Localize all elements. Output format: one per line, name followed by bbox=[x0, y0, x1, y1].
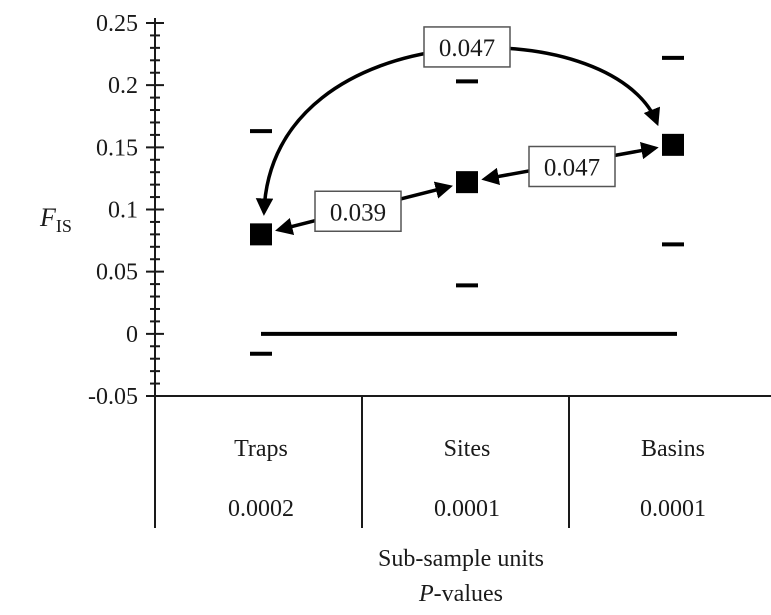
marks-layer bbox=[250, 55, 684, 356]
x-axis-label-line2-rest: -values bbox=[434, 581, 503, 607]
p-value-label: 0.0002 bbox=[228, 496, 294, 522]
x-category-label: Basins bbox=[641, 436, 705, 462]
mean-marker bbox=[250, 223, 272, 246]
annotation-layer: 0.047 0.039 0.047 bbox=[314, 26, 616, 233]
x-axis-label-line1: Sub-sample units bbox=[378, 546, 544, 572]
annotation-label: 0.039 bbox=[330, 199, 386, 226]
axes-layer: -0.05 0 0.05 0.1 0.15 0.2 0.25 Traps 0.0002 Sites… bbox=[88, 11, 771, 528]
y-tick-label: 0.15 bbox=[96, 135, 138, 161]
y-tick-label: 0 bbox=[126, 322, 138, 348]
y-axis-label-main: F bbox=[39, 203, 57, 232]
annotation-label: 0.047 bbox=[439, 35, 495, 62]
annotation-box bbox=[314, 190, 402, 233]
mean-marker bbox=[456, 171, 478, 194]
p-value-label: 0.0001 bbox=[434, 496, 500, 522]
mean-marker bbox=[662, 133, 684, 156]
annotation-label: 0.047 bbox=[544, 154, 600, 181]
p-value-label: 0.0001 bbox=[640, 496, 706, 522]
annotation-box bbox=[423, 26, 511, 68]
x-axis-label-line2-italic: P bbox=[418, 581, 434, 607]
y-tick-label: 0.2 bbox=[108, 73, 138, 99]
x-axis-label-line2: P-values bbox=[418, 581, 503, 607]
y-tick-label: 0.1 bbox=[108, 198, 138, 224]
y-axis-label: FIS bbox=[39, 203, 72, 236]
x-category-label: Sites bbox=[444, 436, 491, 462]
x-category-label: Traps bbox=[234, 436, 288, 462]
y-tick-label: 0.25 bbox=[96, 11, 138, 37]
y-tick-label: 0.05 bbox=[96, 260, 138, 286]
annotation-box bbox=[528, 145, 616, 188]
y-tick-label: -0.05 bbox=[88, 384, 138, 410]
y-axis-label-subscript: IS bbox=[56, 216, 72, 236]
